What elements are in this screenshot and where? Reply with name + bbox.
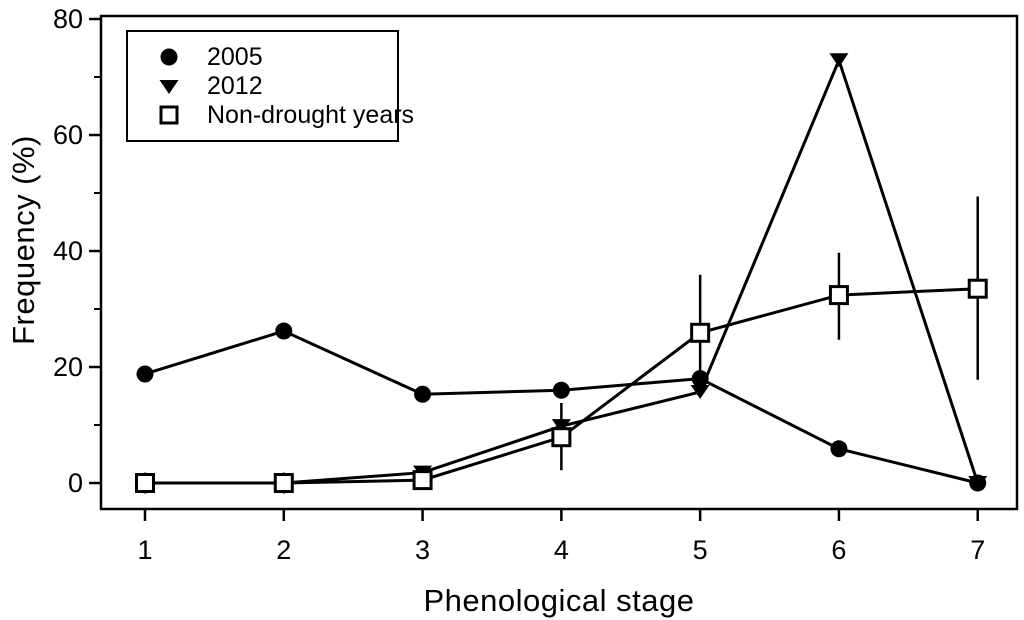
data-point-triangle (551, 419, 571, 434)
data-point-square (134, 473, 155, 494)
legend-item-non-drought: Non-drought years (157, 101, 414, 130)
filled-triangle-down-icon (157, 74, 181, 98)
x-tick-label: 2 (276, 535, 291, 565)
data-point-square (551, 427, 572, 448)
legend-label-2012: 2012 (207, 71, 263, 100)
y-tick-label: 60 (53, 120, 83, 150)
x-tick-label: 3 (415, 535, 430, 565)
data-point-triangle (690, 384, 710, 399)
data-point-triangle (968, 476, 988, 491)
x-tick-label: 7 (970, 535, 985, 565)
data-point-circle (830, 440, 848, 458)
data-point-square (412, 470, 433, 491)
legend-label-non-drought: Non-drought years (207, 100, 415, 129)
y-tick-label: 40 (53, 236, 83, 266)
data-point-square (273, 473, 294, 494)
y-axis-title: Frequency (%) (6, 135, 41, 345)
y-tick-label: 20 (53, 352, 83, 382)
x-tick-label: 4 (554, 535, 569, 565)
y-tick-label: 80 (53, 4, 83, 34)
x-tick-label: 5 (693, 535, 708, 565)
open-square-icon (157, 103, 181, 127)
data-point-circle (275, 322, 293, 340)
x-axis-title: Phenological stage (423, 583, 695, 618)
x-tick-label: 6 (831, 535, 846, 565)
data-point-circle (414, 385, 432, 403)
data-point-triangle (829, 53, 849, 68)
plot-frame (99, 14, 1019, 511)
legend-box: 2005 2012 Non-drought years (126, 30, 414, 142)
data-point-circle (136, 365, 154, 383)
data-point-circle (691, 370, 709, 388)
data-point-square (967, 278, 988, 299)
legend-label-2005: 2005 (207, 42, 263, 71)
filled-circle-icon (157, 45, 181, 69)
legend-item-2012: 2012 (157, 72, 397, 101)
y-tick-label: 0 (68, 468, 83, 498)
data-point-square (828, 285, 849, 306)
legend-item-2005: 2005 (157, 43, 397, 72)
x-tick-label: 1 (137, 535, 152, 565)
data-point-square (690, 322, 711, 343)
data-point-circle (552, 381, 570, 399)
